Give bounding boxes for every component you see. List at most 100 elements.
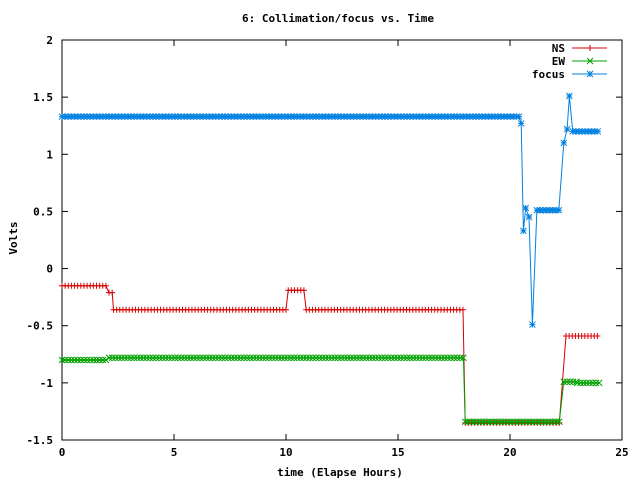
data-point (300, 113, 307, 120)
series-ns (59, 282, 601, 426)
data-point (162, 354, 169, 362)
data-point (237, 113, 245, 120)
data-point (537, 418, 544, 426)
data-point (549, 418, 557, 426)
data-point (115, 354, 122, 362)
data-point (268, 354, 276, 362)
data-point (124, 354, 132, 362)
plot-frame (61, 39, 623, 441)
data-point (271, 113, 279, 120)
data-point (249, 354, 257, 362)
y-tick-label: -1 (40, 377, 54, 390)
data-point (86, 113, 94, 120)
data-point (165, 354, 172, 362)
data-point (143, 354, 151, 362)
data-point (90, 356, 97, 364)
data-point (152, 113, 160, 120)
data-point (218, 113, 226, 120)
data-point (573, 379, 581, 387)
data-point (137, 354, 144, 362)
data-point (118, 354, 125, 362)
data-point (262, 113, 270, 120)
data-point (585, 128, 592, 135)
data-point (539, 206, 547, 214)
data-point (428, 354, 436, 362)
data-point (566, 378, 574, 386)
data-point (140, 354, 147, 362)
x-tick-label: 20 (503, 446, 516, 459)
data-point (199, 354, 207, 362)
data-point (77, 113, 85, 120)
data-point (494, 113, 502, 120)
data-point (71, 356, 78, 364)
data-point (347, 354, 354, 362)
x-tick-label: 0 (59, 446, 66, 459)
data-point (594, 333, 601, 339)
data-point (168, 354, 176, 362)
data-point (322, 354, 329, 362)
data-point (296, 113, 304, 120)
data-point (471, 418, 478, 426)
data-point (121, 113, 129, 120)
data-point (530, 418, 538, 426)
data-point (422, 113, 430, 120)
data-point (227, 113, 235, 120)
data-point (315, 113, 323, 120)
data-point (268, 113, 276, 120)
data-point (507, 113, 514, 120)
data-point (493, 418, 500, 426)
data-point (83, 356, 91, 364)
data-point (108, 113, 116, 120)
data-point (177, 354, 185, 362)
data-point (340, 113, 348, 120)
data-point (438, 113, 445, 120)
data-point (387, 113, 395, 120)
data-point (555, 418, 563, 426)
data-point (369, 354, 376, 362)
data-point (474, 418, 482, 426)
data-point (127, 354, 135, 362)
data-point (490, 418, 497, 426)
data-point (99, 356, 107, 364)
data-point (212, 354, 220, 362)
data-point (478, 113, 486, 120)
series-line (62, 285, 598, 424)
data-point (394, 113, 401, 120)
data-point (569, 128, 577, 135)
legend-label: NS (552, 42, 565, 55)
data-point (234, 113, 241, 120)
data-point (118, 113, 125, 120)
data-point (503, 113, 511, 120)
data-point (434, 113, 442, 120)
data-point (475, 113, 483, 120)
data-point (485, 113, 492, 120)
data-point (215, 113, 223, 120)
data-point (350, 354, 358, 362)
data-point (105, 354, 113, 362)
data-point (168, 113, 176, 120)
data-point (325, 354, 332, 362)
data-point (419, 113, 426, 120)
data-point (575, 128, 583, 135)
data-point (306, 354, 314, 362)
data-point (221, 113, 229, 120)
x-tick-label: 15 (391, 446, 404, 459)
data-point (391, 354, 398, 362)
data-point (127, 113, 135, 120)
data-point (586, 379, 594, 387)
data-point (533, 206, 541, 214)
data-point (589, 379, 597, 387)
data-point (463, 113, 470, 120)
data-point (108, 354, 116, 362)
data-point (362, 354, 370, 362)
data-point (416, 113, 423, 120)
data-point (105, 113, 113, 120)
data-point (221, 354, 229, 362)
data-point (369, 113, 376, 120)
data-point (362, 113, 370, 120)
data-point (588, 128, 595, 135)
y-axis-ticks: -1.5 -1 -0.5 0 0.5 1 1.5 2 (27, 34, 622, 447)
data-point (450, 113, 458, 120)
y-tick-label: -0.5 (27, 320, 54, 333)
data-point (162, 113, 169, 120)
